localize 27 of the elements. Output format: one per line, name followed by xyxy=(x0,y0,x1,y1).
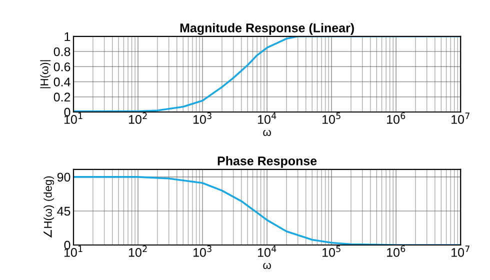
chart-title: Magnitude Response (Linear) xyxy=(180,23,354,35)
x-tick-label: 10$^{2}$ xyxy=(128,112,147,124)
x-tick-label: 10$^{4}$ xyxy=(258,246,276,257)
x-tick-label: 10$^{4}$ xyxy=(258,112,276,124)
x-axis-title: ω xyxy=(263,262,271,269)
x-tick-label: 10$^{2}$ xyxy=(128,245,147,257)
x-tick-label: 10$^{3}$ xyxy=(193,245,212,257)
x-tick-label: 10$^{7}$ xyxy=(452,246,470,257)
x-tick-label: 10$^{6}$ xyxy=(387,245,406,257)
y-axis-title: ∠H(ω) (deg) xyxy=(44,176,54,238)
y-tick-label: 0 xyxy=(64,108,70,117)
y-tick-label: 0.8 xyxy=(54,47,70,56)
y-tick-label: 0.6 xyxy=(54,62,70,72)
y-tick-label: 45 xyxy=(57,206,70,216)
y-axis-title: |H(ω)| xyxy=(40,60,51,88)
x-axis-title: ω xyxy=(263,130,271,136)
x-tick-label: 10$^{3}$ xyxy=(193,112,212,124)
y-tick-label: 0.2 xyxy=(54,92,70,102)
x-tick-label: 10$^{7}$ xyxy=(452,112,470,124)
chart-title: Phase Response xyxy=(218,156,317,168)
x-tick-label: 10$^{5}$ xyxy=(322,112,340,124)
y-tick-label: 0 xyxy=(64,240,70,250)
y-tick-label: 90 xyxy=(57,172,70,182)
x-tick-label: 10$^{6}$ xyxy=(387,112,406,124)
y-tick-label: 1 xyxy=(64,32,70,41)
y-tick-label: 0.4 xyxy=(54,78,70,86)
x-tick-label: 10$^{5}$ xyxy=(322,246,340,257)
